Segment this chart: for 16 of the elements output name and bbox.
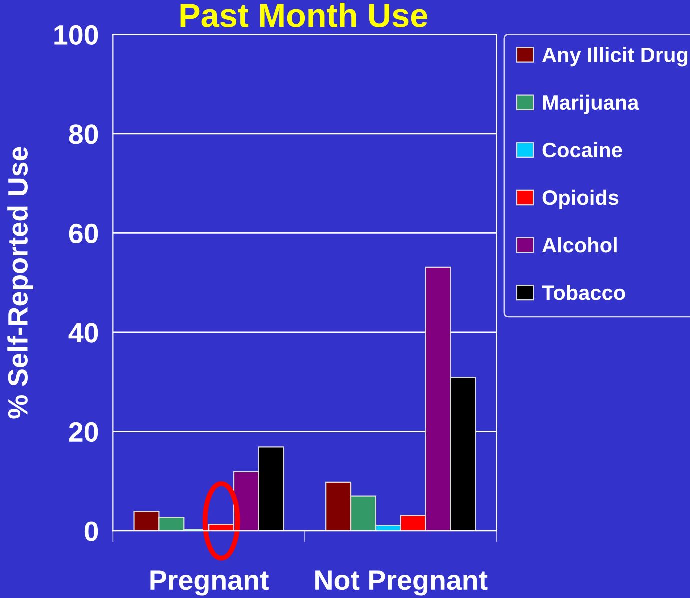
y-tick-label: 40 — [68, 323, 98, 343]
legend-label: Any Illicit Drug — [542, 47, 688, 67]
legend-label: Tobacco — [542, 285, 626, 300]
chart-title: Past Month Use — [180, 2, 428, 28]
y-tick-label: 100 — [54, 25, 98, 46]
y-axis-title: % Self-Reported Use — [8, 147, 34, 419]
legend-label: Cocaine — [542, 142, 622, 158]
x-tick-label: Not Pregnant — [316, 570, 488, 596]
legend-label: Opioids — [542, 190, 619, 210]
y-tick-label: 80 — [69, 124, 98, 144]
legend-label: Marijuana — [543, 94, 640, 114]
x-tick-label: Pregnant — [150, 570, 269, 596]
y-tick-label: 60 — [69, 224, 98, 244]
y-tick-label: 0 — [84, 522, 98, 542]
y-tick-label: 20 — [69, 422, 98, 442]
legend-label: Alcohol — [542, 237, 617, 253]
